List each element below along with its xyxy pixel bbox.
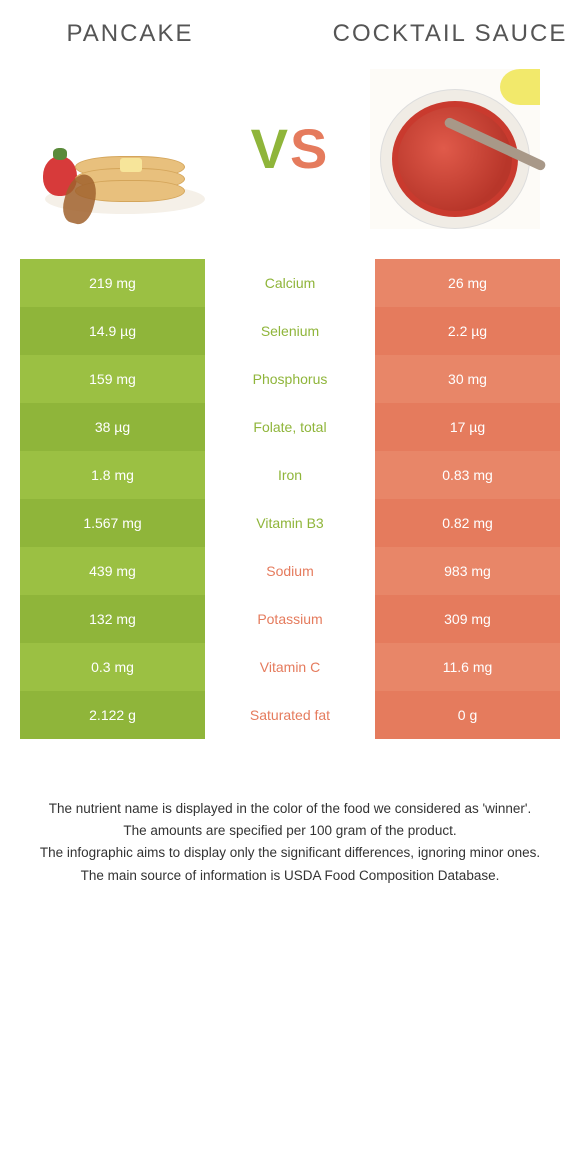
nutrient-label: Phosphorus (205, 355, 375, 403)
table-row: 1.8 mgIron0.83 mg (20, 451, 560, 499)
title-left: PANCAKE (10, 20, 250, 49)
table-row: 159 mgPhosphorus30 mg (20, 355, 560, 403)
right-value: 983 mg (375, 547, 560, 595)
nutrient-label: Folate, total (205, 403, 375, 451)
left-value: 132 mg (20, 595, 205, 643)
right-value: 17 µg (375, 403, 560, 451)
left-value: 1.567 mg (20, 499, 205, 547)
table-row: 439 mgSodium983 mg (20, 547, 560, 595)
left-value: 159 mg (20, 355, 205, 403)
table-row: 0.3 mgVitamin C11.6 mg (20, 643, 560, 691)
right-value: 0.82 mg (375, 499, 560, 547)
right-image-box (350, 69, 560, 229)
vs-label: VS (230, 116, 350, 181)
pancake-illustration (35, 84, 215, 214)
title-right: COCKTAIL SAUCE (330, 20, 570, 49)
nutrient-label: Vitamin C (205, 643, 375, 691)
nutrient-label: Iron (205, 451, 375, 499)
left-value: 2.122 g (20, 691, 205, 739)
nutrient-label: Saturated fat (205, 691, 375, 739)
table-row: 2.122 gSaturated fat0 g (20, 691, 560, 739)
footnotes: The nutrient name is displayed in the co… (0, 739, 580, 886)
right-value: 309 mg (375, 595, 560, 643)
table-row: 132 mgPotassium309 mg (20, 595, 560, 643)
sauce-illustration (370, 69, 540, 229)
right-value: 0.83 mg (375, 451, 560, 499)
right-value: 2.2 µg (375, 307, 560, 355)
footnote-line: The main source of information is USDA F… (30, 866, 550, 886)
right-value: 0 g (375, 691, 560, 739)
footnote-line: The nutrient name is displayed in the co… (30, 799, 550, 819)
nutrient-label: Vitamin B3 (205, 499, 375, 547)
header: PANCAKE COCKTAIL SAUCE (0, 0, 580, 59)
left-value: 14.9 µg (20, 307, 205, 355)
nutrient-label: Selenium (205, 307, 375, 355)
right-value: 30 mg (375, 355, 560, 403)
left-value: 439 mg (20, 547, 205, 595)
vs-s: S (290, 117, 329, 180)
comparison-table: 219 mgCalcium26 mg14.9 µgSelenium2.2 µg1… (20, 259, 560, 739)
nutrient-label: Calcium (205, 259, 375, 307)
footnote-line: The amounts are specified per 100 gram o… (30, 821, 550, 841)
right-value: 26 mg (375, 259, 560, 307)
right-value: 11.6 mg (375, 643, 560, 691)
image-row: VS (0, 59, 580, 259)
left-value: 1.8 mg (20, 451, 205, 499)
table-row: 14.9 µgSelenium2.2 µg (20, 307, 560, 355)
left-value: 38 µg (20, 403, 205, 451)
nutrient-label: Potassium (205, 595, 375, 643)
left-value: 219 mg (20, 259, 205, 307)
table-row: 1.567 mgVitamin B30.82 mg (20, 499, 560, 547)
left-value: 0.3 mg (20, 643, 205, 691)
table-row: 38 µgFolate, total17 µg (20, 403, 560, 451)
footnote-line: The infographic aims to display only the… (30, 843, 550, 863)
header-spacer (250, 20, 330, 49)
table-row: 219 mgCalcium26 mg (20, 259, 560, 307)
vs-v: V (251, 117, 290, 180)
left-image-box (20, 84, 230, 214)
nutrient-label: Sodium (205, 547, 375, 595)
